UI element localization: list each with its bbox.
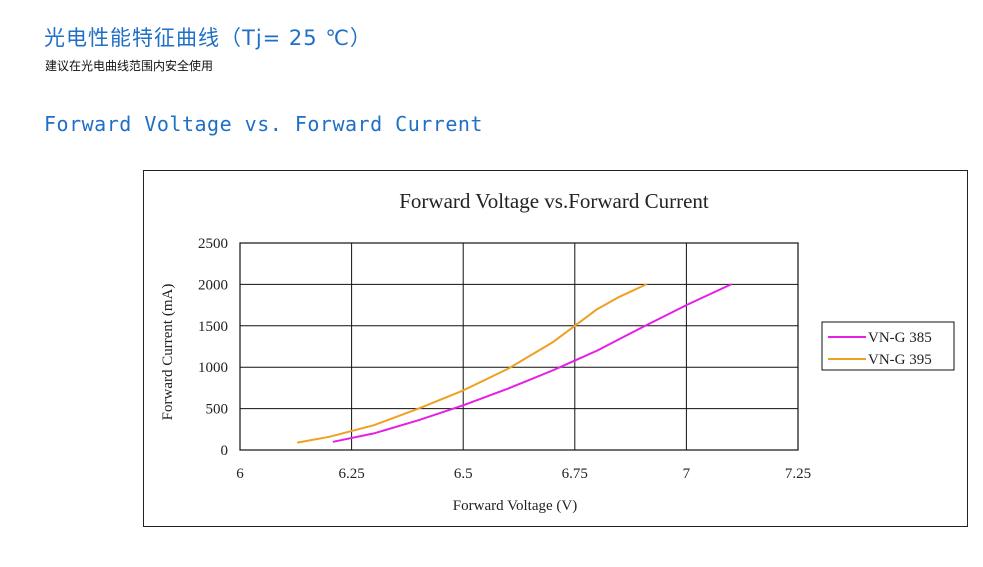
x-tick-label: 7: [683, 466, 691, 482]
x-tick-label: 6.25: [338, 466, 364, 482]
series-line-vn-g-395: [297, 283, 648, 444]
x-tick-label: 6.5: [454, 466, 473, 482]
x-tick-label: 7.25: [785, 466, 811, 482]
chart-grid: [239, 242, 799, 451]
y-tick-label: 1000: [198, 360, 228, 376]
y-tick-label: 500: [206, 402, 229, 418]
chart-ticks: 6 6.25 6.5 6.75 7 7.25 0 500 1000 1500 2000 2500: [198, 236, 811, 482]
page-subtitle: 建议在光电曲线范围内安全使用: [45, 59, 214, 73]
section-title: Forward Voltage vs. Forward Current: [44, 112, 483, 136]
plot-area: [239, 242, 799, 451]
y-tick-label: 2500: [198, 236, 228, 252]
x-tick-label: 6: [236, 466, 244, 482]
chart-lines: [297, 283, 732, 444]
y-tick-label: 0: [221, 443, 229, 459]
page-title: 光电性能特征曲线（Tj= 25 ℃）: [44, 26, 372, 50]
legend-label: VN-G 385: [868, 330, 932, 346]
chart-title: Forward Voltage vs.Forward Current: [399, 189, 709, 213]
x-tick-label: 6.75: [562, 466, 588, 482]
y-tick-label: 2000: [198, 277, 228, 293]
chart-frame: [143, 170, 968, 527]
legend-box: [821, 321, 955, 371]
legend-label: VN-G 395: [868, 352, 932, 368]
series-line-vn-g-385: [332, 283, 732, 443]
x-axis-label: Forward Voltage (V): [453, 498, 577, 514]
y-axis-label: Forward Current (mA): [160, 284, 176, 421]
chart-legend: VN-G 385 VN-G 395: [821, 321, 955, 371]
y-tick-label: 1500: [198, 319, 228, 335]
